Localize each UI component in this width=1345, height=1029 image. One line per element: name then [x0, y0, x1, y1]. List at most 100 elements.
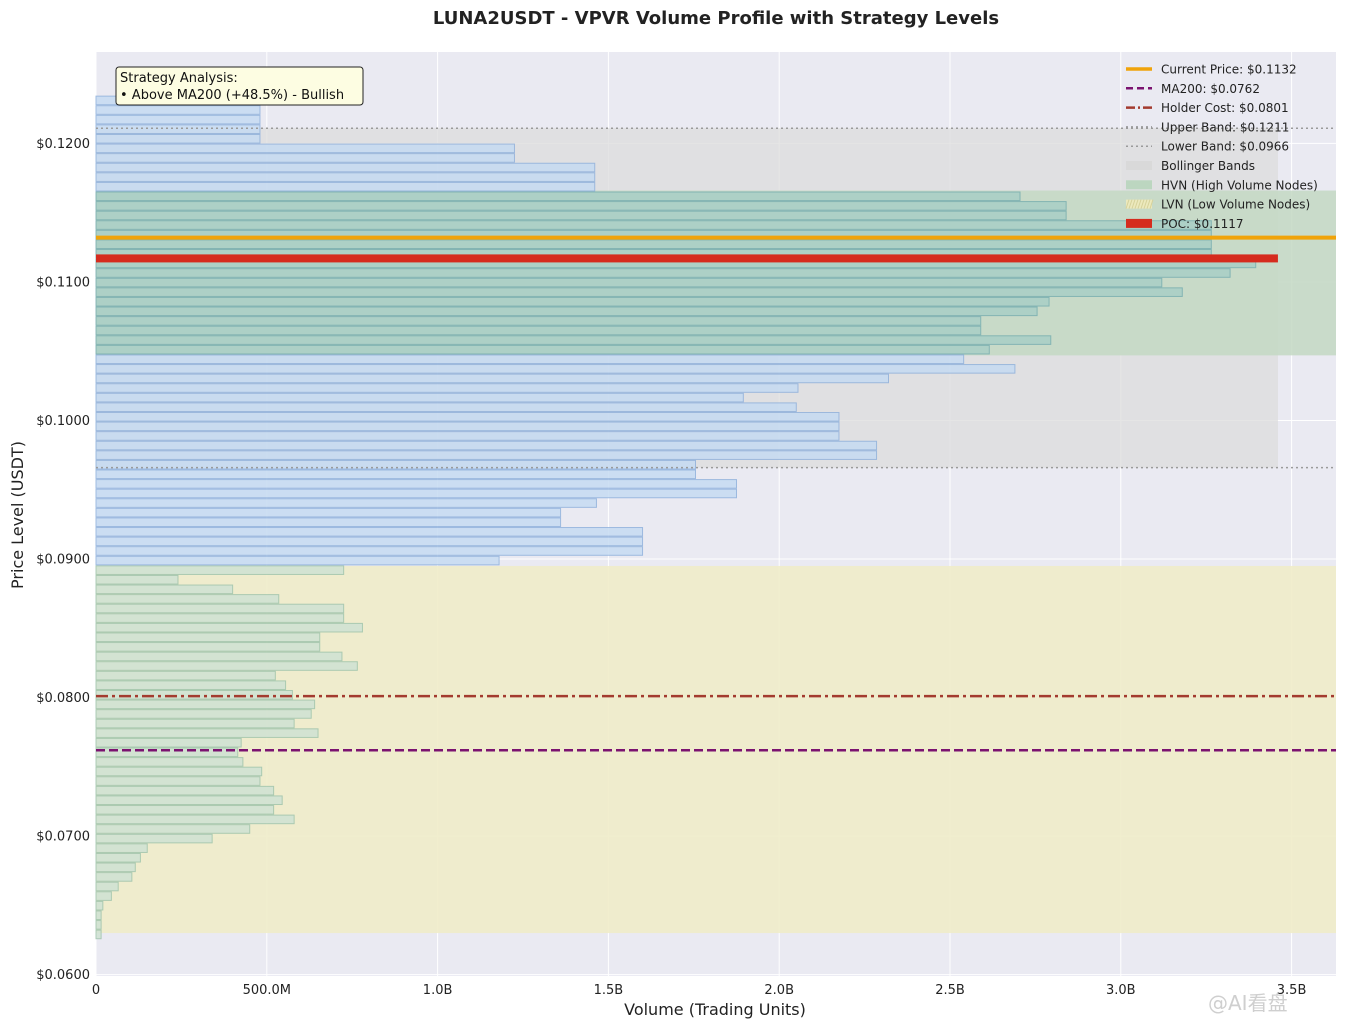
volume-bar — [95, 900, 104, 911]
volume-bar — [95, 603, 345, 614]
volume-bar — [95, 891, 112, 901]
volume-bar — [95, 316, 982, 326]
volume-bar — [95, 833, 213, 844]
volume-bar — [95, 411, 840, 422]
y-axis-ticks: $0.0600 $0.0700 $0.0800 $0.0900 $0.1000 $0.11… — [36, 137, 90, 983]
volume-bar — [95, 910, 102, 921]
legend-label: Upper Band: $0.1211 — [1161, 120, 1289, 134]
volume-bar — [95, 536, 644, 547]
volume-bar — [95, 766, 263, 777]
volume-bar — [95, 920, 102, 930]
volume-bar — [95, 364, 1016, 374]
volume-bar — [95, 181, 596, 192]
volume-bar — [95, 843, 148, 853]
volume-bar — [95, 296, 1050, 307]
y-tick-label: $0.0900 — [36, 553, 90, 568]
volume-bar — [95, 814, 295, 825]
volume-bar — [95, 459, 697, 470]
volume-bar — [95, 862, 136, 873]
volume-bar — [95, 153, 515, 163]
legend-item: MA200: $0.0762 — [1126, 82, 1260, 96]
strategy-annotation: Strategy Analysis: • Above MA200 (+48.5%… — [115, 66, 364, 106]
volume-bar — [95, 172, 596, 182]
volume-bar — [95, 805, 275, 815]
legend-label: Current Price: $0.1132 — [1161, 63, 1297, 77]
legend-item: HVN (High Volume Nodes) — [1126, 178, 1318, 192]
volume-bar — [95, 632, 321, 643]
volume-bar — [95, 574, 179, 585]
volume-bar — [95, 402, 797, 412]
legend-label: POC: $0.1117 — [1161, 217, 1244, 231]
volume-bar — [95, 613, 345, 623]
volume-bar — [95, 354, 965, 365]
volume-bar — [95, 776, 261, 786]
legend-swatch — [1126, 161, 1152, 170]
volume-bar — [95, 191, 1021, 202]
volume-bar — [95, 757, 244, 767]
volume-bar — [95, 622, 363, 633]
volume-bar — [95, 325, 982, 336]
volume-bar — [95, 114, 261, 125]
y-tick-label: $0.1000 — [36, 414, 90, 429]
y-tick-label: $0.0700 — [36, 830, 90, 845]
volume-bar — [95, 133, 261, 144]
volume-bar — [95, 651, 343, 662]
legend-item: Holder Cost: $0.0801 — [1126, 101, 1289, 115]
legend-item: Current Price: $0.1132 — [1126, 63, 1297, 77]
volume-bar — [95, 699, 316, 710]
volume-bar — [95, 450, 878, 460]
volume-bar — [95, 440, 878, 451]
volume-bar — [95, 584, 234, 595]
legend-hatch — [1149, 199, 1154, 209]
volume-bar — [95, 335, 1052, 345]
volume-bar — [95, 306, 1038, 317]
x-tick-label: 1.0B — [423, 983, 453, 998]
legend: Current Price: $0.1132 MA200: $0.0762 Hold… — [1125, 63, 1318, 231]
legend-hatch — [1143, 199, 1148, 209]
volume-bar — [95, 507, 562, 518]
x-tick-label: 0 — [92, 983, 100, 998]
volume-bar — [95, 210, 1067, 221]
volume-bar — [95, 469, 697, 480]
volume-bar — [95, 239, 1212, 250]
volume-bar — [95, 220, 1212, 230]
strategy-level-lines — [96, 127, 1336, 752]
y-tick-label: $0.1100 — [36, 275, 90, 290]
legend-hatch — [1128, 199, 1133, 209]
poc-bar — [96, 254, 1278, 263]
volume-bar — [95, 565, 345, 575]
legend-hatch — [1137, 199, 1142, 209]
volume-bar — [95, 670, 276, 681]
volume-bar — [95, 709, 312, 719]
volume-bar — [95, 143, 515, 154]
volume-bar — [95, 527, 644, 537]
volume-bar — [95, 785, 275, 796]
x-tick-label: 500.0M — [243, 983, 291, 998]
volume-bar — [95, 555, 500, 566]
volume-bars — [95, 95, 1257, 940]
volume-bar — [95, 277, 1163, 288]
y-tick-label: $0.0600 — [36, 968, 90, 983]
legend-label: LVN (Low Volume Nodes) — [1161, 198, 1310, 212]
legend-label: MA200: $0.0762 — [1161, 82, 1260, 96]
y-tick-label: $0.1200 — [36, 137, 90, 152]
volume-bar — [95, 795, 283, 806]
volume-bar — [95, 421, 840, 432]
x-axis-ticks: 0 500.0M 1.0B 1.5B 2.0B 2.5B 3.0B 3.5B — [92, 983, 1307, 998]
volume-bar — [95, 680, 287, 690]
legend-label: Bollinger Bands — [1161, 159, 1255, 173]
legend-swatch — [1126, 180, 1152, 190]
x-tick-label: 3.0B — [1106, 983, 1136, 998]
volume-bar — [95, 747, 239, 758]
legend-label: Lower Band: $0.0966 — [1161, 140, 1289, 154]
volume-bar — [95, 105, 261, 115]
volume-bar — [95, 373, 890, 384]
legend-item: Upper Band: $0.1211 — [1126, 120, 1289, 134]
volume-bar — [95, 383, 799, 393]
volume-bar — [95, 824, 251, 834]
legend-hatch — [1131, 199, 1136, 209]
legend-swatch — [1126, 218, 1152, 228]
volume-bar — [95, 929, 102, 940]
legend-item: Bollinger Bands — [1126, 159, 1255, 173]
